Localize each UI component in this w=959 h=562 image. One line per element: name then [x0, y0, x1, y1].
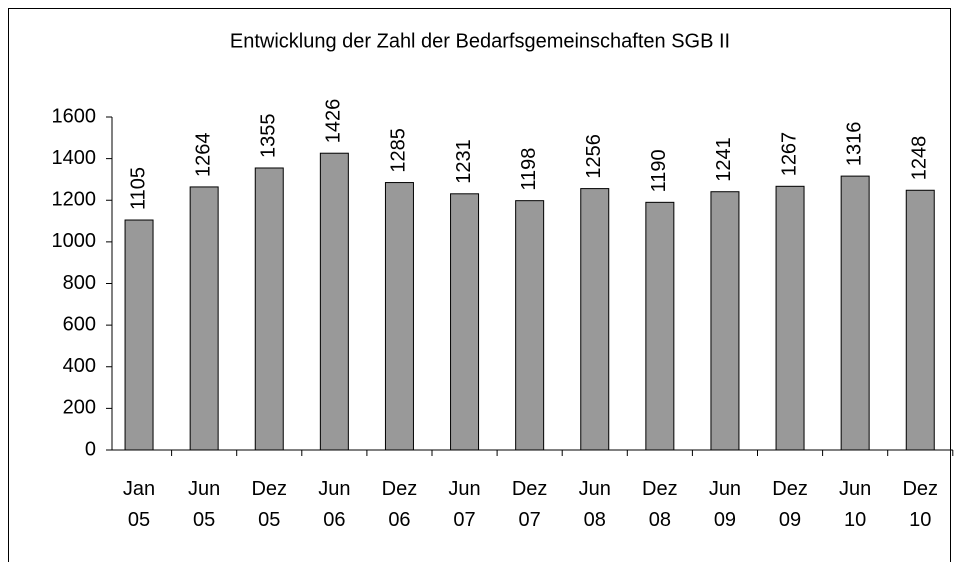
bar: [319, 152, 349, 451]
x-tick-label: Jun 07: [448, 478, 480, 531]
y-tick-label: 600: [63, 313, 96, 335]
bar: [515, 200, 545, 451]
x-tick-label: Jan 05: [123, 478, 155, 531]
y-tick-label: 1400: [52, 147, 97, 169]
y-tick-label: 200: [63, 397, 96, 419]
y-tick-label: 0: [85, 438, 96, 460]
bar: [710, 191, 740, 451]
y-tick-label: 800: [63, 272, 96, 294]
x-tick-label: Jun 08: [579, 478, 611, 531]
bar: [124, 219, 154, 451]
x-tick-label: Dez 09: [772, 478, 808, 531]
bar: [450, 193, 480, 451]
chart-frame: [8, 8, 951, 562]
value-label: 1426: [323, 99, 345, 144]
value-label: 1198: [518, 148, 540, 191]
value-label: 1316: [843, 122, 865, 167]
x-tick-label: Dez 10: [902, 478, 938, 531]
y-tick-label: 1000: [52, 230, 97, 252]
value-label: 1267: [778, 132, 800, 177]
chart-title: Entwicklung der Zahl der Bedarfsgemeinsc…: [230, 30, 730, 52]
value-label: 1264: [192, 132, 214, 177]
bar: [580, 188, 610, 451]
bar: [645, 201, 675, 451]
bar: [254, 167, 284, 451]
bar: [384, 182, 414, 451]
x-tick-label: Jun 09: [709, 478, 741, 531]
bar: [189, 186, 219, 451]
bar: [775, 185, 805, 451]
value-label: 1355: [258, 113, 280, 158]
value-label: 1248: [909, 136, 931, 181]
x-tick-label: Dez 06: [382, 478, 418, 531]
bar: [905, 189, 935, 451]
bar: [840, 175, 870, 451]
x-tick-label: Dez 07: [512, 478, 548, 531]
value-label: 1190: [648, 149, 670, 192]
x-tick-label: Jun 10: [839, 478, 871, 531]
value-label: 1105: [127, 167, 149, 210]
x-tick-label: Jun 06: [318, 478, 350, 531]
y-tick-label: 1200: [52, 189, 97, 211]
x-tick-label: Dez 05: [251, 478, 287, 531]
y-tick-label: 400: [63, 355, 96, 377]
value-label: 1285: [388, 128, 410, 173]
value-label: 1231: [453, 139, 475, 184]
x-tick-label: Jun 05: [188, 478, 220, 531]
value-label: 1241: [713, 137, 735, 182]
value-label: 1256: [583, 134, 605, 179]
x-tick-label: Dez 08: [642, 478, 678, 531]
y-tick-label: 1600: [52, 105, 97, 127]
